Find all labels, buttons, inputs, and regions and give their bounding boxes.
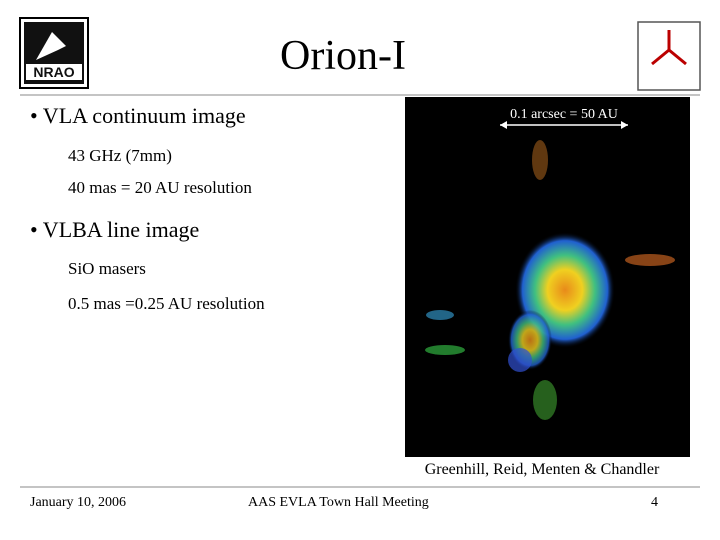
footer-date: January 10, 2006 <box>30 495 127 510</box>
sub-bullet: SiO masers <box>68 259 146 278</box>
page-number: 4 <box>651 495 658 510</box>
nrao-logo: NRAO <box>19 17 89 89</box>
orion-image <box>405 97 690 457</box>
sub-bullet: 0.5 mas =0.25 AU resolution <box>68 294 265 313</box>
footer-meeting: AAS EVLA Town Hall Meeting <box>248 495 429 510</box>
sub-bullet: 40 mas = 20 AU resolution <box>68 178 252 197</box>
bullet: • VLBA line image <box>30 217 200 242</box>
image-credit: Greenhill, Reid, Menten & Chandler <box>424 461 660 478</box>
slide-title: Orion-I <box>280 33 406 79</box>
bullet: • VLA continuum image <box>30 103 246 128</box>
logo-text: NRAO <box>33 64 74 80</box>
sub-bullet: 43 GHz (7mm) <box>68 146 172 165</box>
scale-label: 0.1 arcsec = 50 AU <box>510 107 618 122</box>
evla-logo <box>637 21 701 91</box>
